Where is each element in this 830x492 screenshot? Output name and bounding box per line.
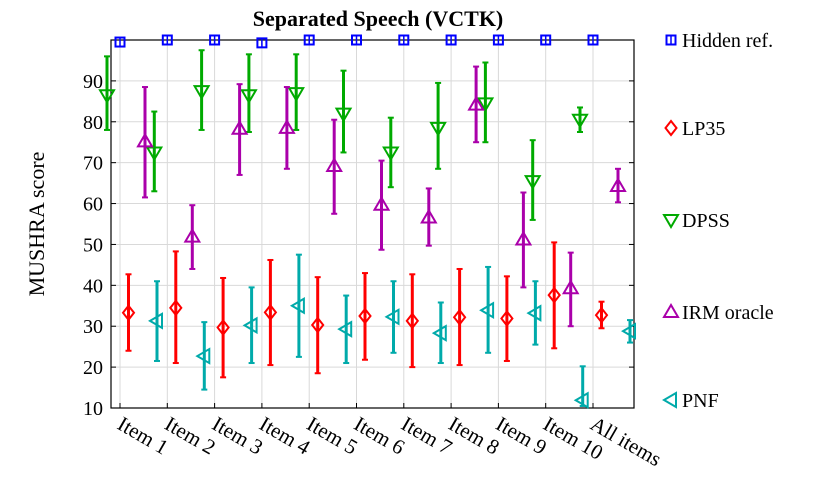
legend-label: LP35 (682, 118, 725, 140)
data-point (372, 195, 391, 211)
data-point (500, 309, 514, 328)
x-tick-label: Item 1 (114, 412, 173, 460)
data-point (523, 175, 542, 191)
series-layer (98, 34, 636, 409)
series-hidden-ref (114, 34, 599, 49)
y-tick-label: 40 (83, 275, 103, 297)
series-dpss (98, 49, 589, 221)
x-tick-label: Item 4 (255, 412, 314, 460)
data-point (382, 146, 400, 162)
y-tick-label: 20 (83, 357, 103, 379)
data-point (183, 227, 202, 243)
data-point (547, 286, 561, 304)
y-tick-label: 10 (83, 398, 103, 420)
data-point (334, 107, 353, 123)
legend-marker (662, 214, 680, 229)
legend-marker (664, 119, 678, 137)
legend-marker (662, 391, 677, 409)
series-pnf (148, 253, 636, 409)
data-point (609, 176, 627, 192)
data-point (431, 324, 447, 342)
y-tick-label: 70 (83, 153, 103, 175)
data-point (289, 297, 305, 315)
data-point (240, 89, 258, 105)
plot-frame (110, 39, 635, 409)
data-point (384, 308, 400, 326)
data-point (325, 156, 343, 172)
legend-label: Hidden ref. (682, 30, 773, 52)
legend-label: DPSS (682, 210, 730, 232)
data-point (571, 113, 589, 129)
data-point (467, 95, 485, 111)
series-lp35 (121, 241, 609, 379)
data-point (216, 318, 230, 337)
y-tick-label: 80 (83, 112, 103, 134)
data-point (594, 306, 609, 324)
series-irm-oracle (136, 65, 627, 328)
legend-marker (662, 303, 680, 318)
x-tick-label: Item 8 (445, 412, 504, 460)
data-point (148, 312, 163, 330)
data-point (121, 304, 136, 322)
data-point (145, 146, 164, 162)
data-point (337, 320, 353, 338)
data-point (310, 316, 325, 334)
y-tick-label: 30 (83, 316, 103, 338)
data-point (136, 132, 154, 148)
y-tick-label: 90 (83, 71, 103, 93)
data-point (242, 316, 258, 335)
data-point (429, 121, 447, 137)
x-tick-label: Item 5 (303, 412, 362, 460)
data-point (405, 312, 420, 330)
data-point (479, 301, 495, 320)
data-point (514, 230, 533, 246)
data-point (263, 303, 278, 321)
grid (111, 40, 634, 409)
x-tick-label: Item 9 (492, 412, 551, 460)
data-point (278, 118, 296, 134)
data-point (287, 87, 305, 103)
data-point (476, 97, 495, 113)
data-point (621, 322, 636, 340)
x-tick-label: Item 2 (161, 412, 220, 460)
y-tick-label: 50 (83, 234, 103, 256)
x-tick-label: Item 7 (397, 412, 456, 460)
y-tick-label: 60 (83, 194, 103, 216)
data-point (526, 304, 542, 322)
data-point (452, 308, 467, 326)
x-tick-label: Item 3 (208, 412, 267, 460)
x-tick-label: Item 6 (350, 412, 409, 460)
y-axis: 10 20 30 40 50 60 70 80 90 (83, 71, 634, 420)
data-point (561, 279, 580, 295)
data-point (98, 89, 116, 105)
data-point (358, 307, 372, 325)
data-point (195, 347, 211, 365)
y-axis-label: MUSHRA score (24, 152, 49, 297)
data-point (420, 208, 438, 224)
legend-label: PNF (682, 390, 719, 412)
data-point (169, 299, 183, 317)
data-point (192, 85, 211, 101)
chart-title: Separated Speech (VCTK) (253, 6, 504, 31)
data-point (230, 119, 249, 135)
legend-label: IRM oracle (682, 302, 774, 324)
legend: Hidden ref. LP35 DPSS IRM oracle PNF (662, 30, 774, 412)
data-point (573, 391, 589, 409)
